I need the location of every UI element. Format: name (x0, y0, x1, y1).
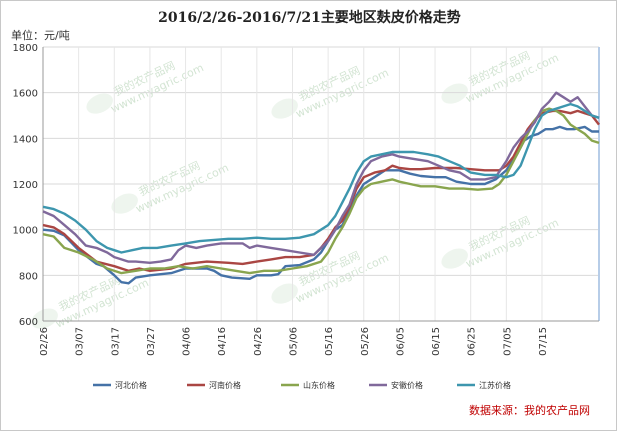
chart-title: 2016/2/26-2016/7/21主要地区麸皮价格走势 (158, 10, 461, 26)
watermark-logo-icon (31, 308, 58, 329)
x-tick-label: 03/07 (75, 327, 86, 356)
x-tick-label: 02/26 (39, 327, 50, 356)
watermark-logo-icon (86, 93, 113, 114)
x-tick-label: 05/26 (360, 327, 371, 356)
series-lines (42, 91, 600, 285)
x-tick-label: 06/25 (467, 327, 478, 356)
y-tick-label: 1400 (13, 134, 38, 145)
legend: 河北价格 河南价格 山东价格 安徽价格 江苏价格 (93, 380, 511, 390)
x-tick-label: 04/26 (253, 327, 264, 356)
y-tick-label: 1800 (13, 43, 38, 54)
y-tick-label: 1600 (13, 89, 38, 100)
legend-label: 河南价格 (209, 380, 241, 390)
series-line (42, 91, 600, 264)
x-tick-label: 07/05 (502, 327, 513, 356)
x-tick-label: 05/16 (324, 327, 335, 356)
y-tick-label: 1200 (13, 180, 38, 191)
x-tick-label: 06/05 (395, 327, 406, 356)
x-tick-label: 06/15 (431, 327, 442, 356)
y-axis-unit-label: 单位：元/吨 (11, 29, 70, 42)
y-tick-label: 1000 (13, 226, 38, 237)
axes: 600 800 1000 1200 1400 1600 1800 02/26 03/07 03/1… (13, 43, 599, 356)
legend-label: 河北价格 (115, 380, 147, 390)
legend-label: 安徽价格 (391, 380, 423, 390)
series-line (42, 102, 600, 254)
watermark-logo-icon (271, 98, 298, 119)
legend-label: 江苏价格 (479, 380, 511, 390)
watermark-logo-icon (441, 83, 468, 104)
y-tick-label: 600 (19, 317, 38, 328)
x-tick-label: 03/27 (146, 327, 157, 356)
watermark-logo-icon (111, 193, 138, 214)
x-tick-label: 05/06 (288, 327, 299, 356)
legend-label: 山东价格 (303, 380, 335, 390)
x-tick-label: 07/15 (538, 327, 549, 356)
x-tick-label: 03/17 (110, 327, 121, 356)
watermark-logo-icon (271, 283, 298, 304)
x-tick-label: 04/06 (182, 327, 193, 356)
y-tick-label: 800 (19, 271, 38, 282)
grid-lines (42, 46, 600, 322)
data-source-label: 数据来源：我的农产品网 (469, 404, 590, 417)
x-tick-label: 04/16 (217, 327, 228, 356)
watermark-logo-icon (441, 248, 468, 269)
